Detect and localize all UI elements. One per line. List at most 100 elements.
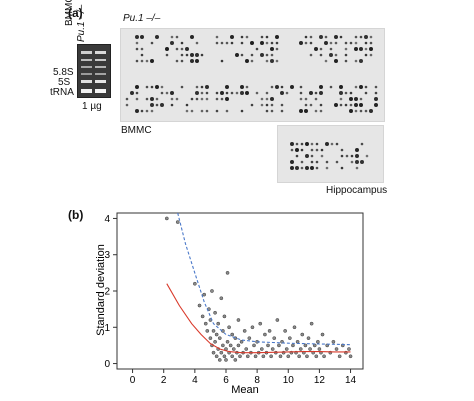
array-spot	[160, 91, 164, 95]
x-tick-label: 6	[223, 375, 229, 386]
array-spot	[315, 160, 319, 164]
array-spot	[170, 41, 174, 45]
array-spot	[290, 142, 294, 146]
data-point	[314, 354, 319, 359]
data-point	[347, 347, 351, 351]
data-point	[317, 347, 322, 351]
array-spot	[190, 35, 194, 39]
data-point	[202, 292, 206, 297]
data-point	[263, 332, 267, 337]
data-point	[219, 350, 224, 355]
array-spot	[165, 53, 169, 57]
data-point	[298, 347, 303, 351]
data-point	[242, 329, 247, 333]
array-spot	[319, 85, 323, 89]
array-spot	[130, 91, 134, 95]
array-spot	[150, 41, 154, 45]
panel-a-label: (a)	[68, 6, 83, 20]
array-spot	[309, 35, 313, 39]
array-spot	[190, 53, 194, 57]
array-spot	[310, 148, 314, 152]
data-point	[211, 329, 216, 333]
data-point	[291, 343, 295, 348]
array-spot	[339, 97, 343, 101]
array-spot	[319, 103, 323, 107]
array-spot	[235, 53, 239, 57]
array-spot	[310, 166, 314, 170]
data-point	[277, 343, 281, 348]
array-spot	[369, 35, 373, 39]
array-spot	[355, 166, 359, 170]
array-spot	[270, 109, 274, 113]
y-tick-label: 4	[104, 214, 110, 225]
data-point	[334, 347, 339, 351]
array-spot	[350, 160, 354, 164]
array-spot	[319, 91, 323, 95]
array-spot	[349, 41, 353, 45]
gel-band-label-5s: 5S	[58, 77, 71, 88]
array-spot	[185, 47, 189, 51]
data-point	[233, 358, 238, 362]
gel-amount-label: 1 µg	[82, 101, 102, 112]
data-point	[231, 347, 236, 351]
array-spot	[280, 109, 284, 113]
data-point	[239, 339, 244, 344]
array-spot	[180, 53, 184, 57]
array-spot	[200, 85, 204, 89]
array-spot	[195, 41, 199, 45]
array-spot	[364, 35, 368, 39]
y-axis-label: Standard deviation	[95, 244, 107, 336]
array-spot	[180, 59, 184, 63]
array-spot	[359, 47, 363, 51]
data-point	[286, 354, 291, 359]
array-spot	[314, 97, 318, 101]
array-spot	[299, 85, 303, 89]
array-spot	[290, 148, 294, 152]
x-tick-label: 0	[130, 375, 136, 386]
array-spot	[364, 109, 368, 113]
data-point	[308, 347, 312, 351]
array-spot	[319, 47, 323, 51]
y-tick-label: 3	[104, 250, 110, 261]
array-spot	[339, 35, 343, 39]
array-spot	[374, 103, 378, 107]
array-spot	[314, 47, 318, 51]
array-spot	[265, 91, 269, 95]
array-spot	[335, 142, 339, 146]
array-spot	[325, 160, 329, 164]
array-spot	[344, 59, 348, 63]
array-spot	[140, 53, 144, 57]
array-spot	[260, 103, 264, 107]
data-point	[219, 296, 224, 301]
array-spot	[170, 91, 174, 95]
array-spot	[344, 53, 348, 57]
array-spot	[360, 160, 364, 164]
array-image-bmmc	[120, 28, 385, 122]
array-spot	[349, 91, 353, 95]
data-point	[217, 336, 222, 340]
dashed-trend-line	[177, 212, 351, 346]
array-spot	[359, 109, 363, 113]
array-spot	[374, 91, 378, 95]
array-spot	[329, 53, 333, 57]
array-spot	[270, 59, 274, 63]
x-tick-label: 4	[192, 375, 198, 386]
array-spots-hippocampus	[290, 142, 369, 170]
data-point	[230, 332, 235, 337]
array-spot	[310, 160, 314, 164]
array-spot	[205, 109, 209, 113]
array-spot	[155, 85, 159, 89]
array-spot	[329, 41, 333, 45]
array-spot	[354, 35, 358, 39]
array-spot	[364, 91, 368, 95]
array-spot	[135, 35, 139, 39]
array-spot	[245, 91, 249, 95]
array-spot	[309, 91, 313, 95]
array-spot	[334, 59, 338, 63]
array-spot	[275, 35, 279, 39]
array-spot	[155, 97, 159, 101]
array-spot	[334, 41, 338, 45]
array-spot	[215, 41, 219, 45]
array-image-hippocampus	[277, 125, 384, 183]
data-point	[214, 354, 219, 359]
